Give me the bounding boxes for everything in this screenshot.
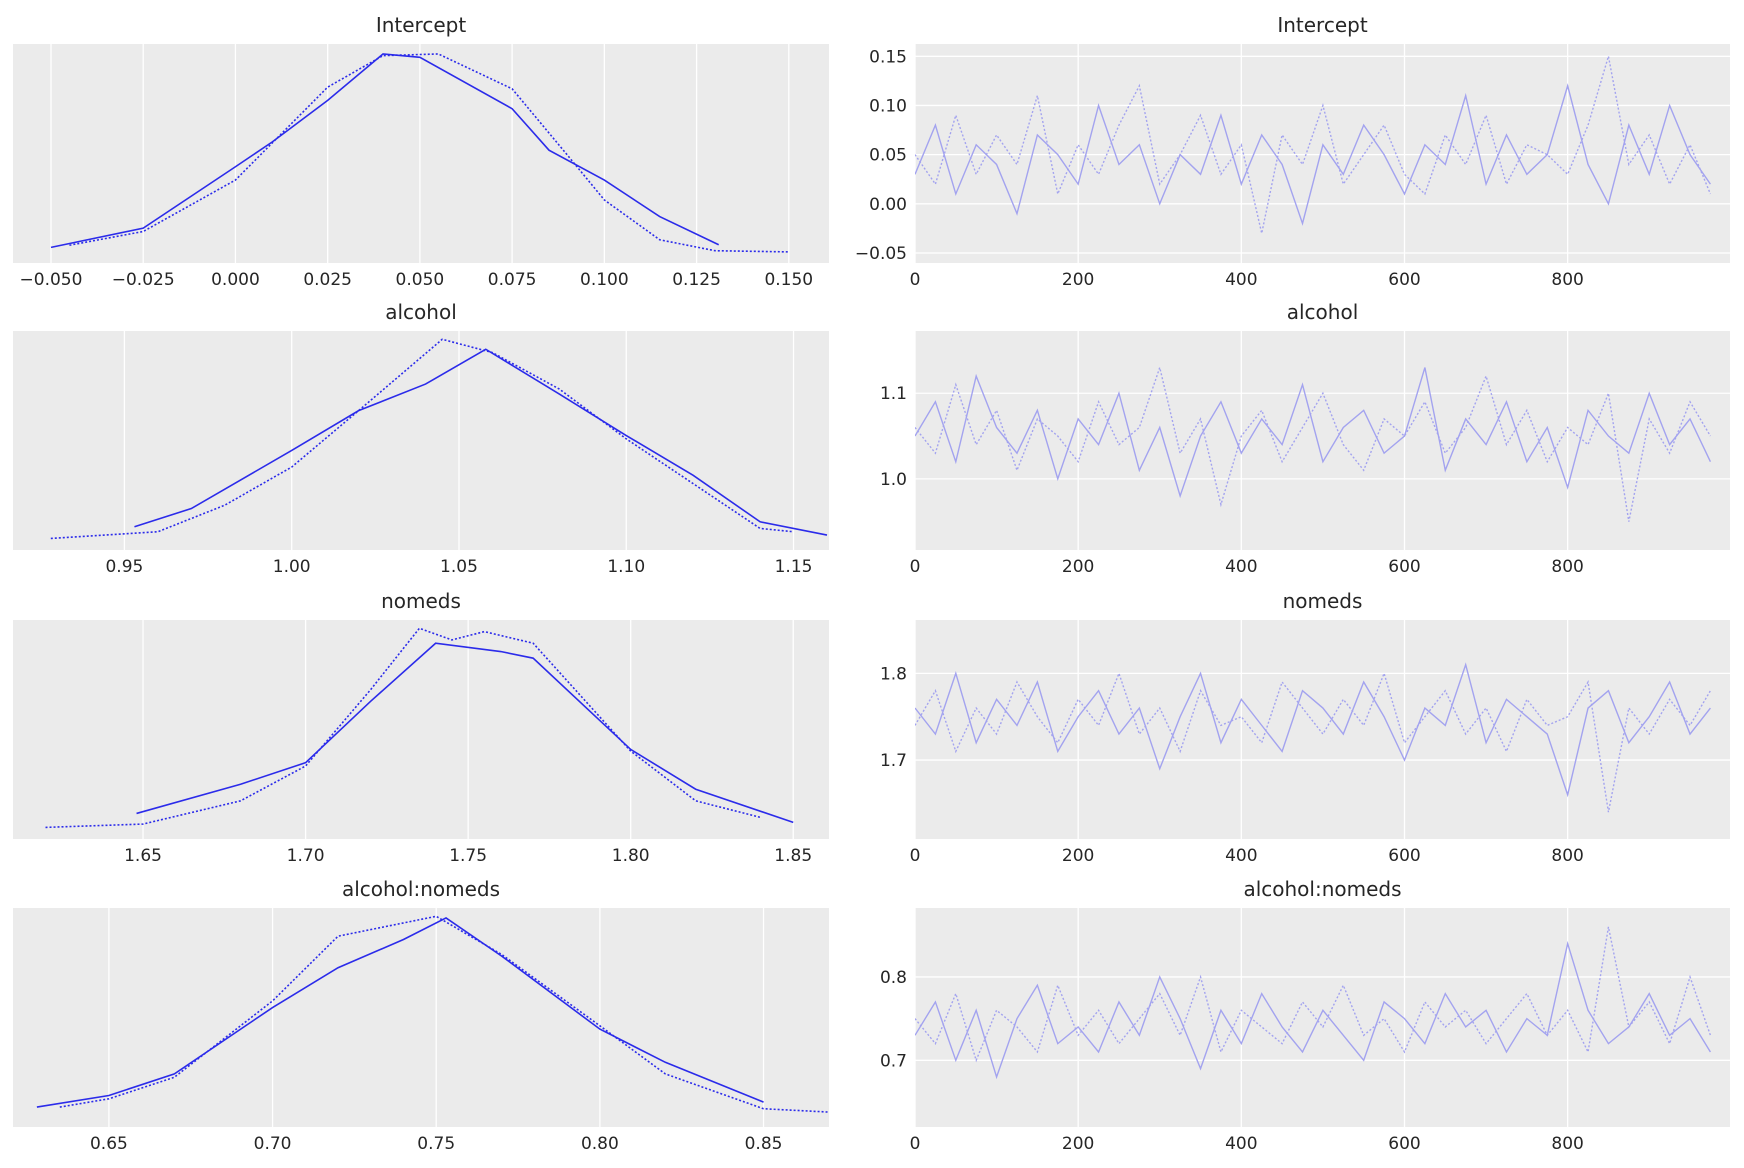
x-tick-label: 0.95 (105, 557, 143, 577)
x-tick-label: 200 (1062, 557, 1094, 577)
subplot-title: alcohol:nomeds (342, 877, 500, 901)
x-tick-label: 0.65 (90, 1134, 128, 1154)
plot-area (13, 908, 829, 1127)
x-tick-label: 400 (1225, 1134, 1257, 1154)
plot-area (915, 620, 1730, 839)
y-tick-label: 0.00 (869, 195, 907, 215)
x-tick-label: 1.00 (273, 557, 311, 577)
x-tick-label: 800 (1551, 270, 1583, 290)
x-tick-label: 600 (1388, 557, 1420, 577)
plot-area (13, 44, 829, 263)
x-tick-label: 0.075 (488, 270, 537, 290)
subplot: nomeds 1.65 1.70 1.75 1.80 1.85 (13, 589, 829, 866)
y-tick-label: 1.1 (880, 384, 907, 404)
series-line (45, 627, 761, 829)
subplot-title: alcohol (1287, 300, 1359, 324)
plot-area (915, 44, 1730, 263)
series-line (136, 642, 794, 824)
subplot-title: alcohol:nomeds (1243, 877, 1401, 901)
plot-area (915, 331, 1730, 550)
y-tick-label: 0.10 (869, 96, 907, 116)
x-tick-label: 1.65 (124, 846, 162, 866)
y-tick-label: 1.0 (880, 470, 907, 490)
x-tick-label: 1.85 (774, 846, 812, 866)
x-tick-label: 0.050 (396, 270, 445, 290)
x-tick-label: 1.15 (775, 557, 813, 577)
x-tick-label: 800 (1551, 846, 1583, 866)
x-tick-label: 600 (1388, 846, 1420, 866)
x-tick-label: 0.75 (417, 1134, 455, 1154)
subplot: alcohol 0 200 400 600 800 1.0 1.1 (880, 300, 1730, 577)
x-tick-label: 1.70 (287, 846, 325, 866)
x-tick-label: 0.100 (580, 270, 629, 290)
x-tick-label: 400 (1225, 846, 1257, 866)
subplot-title: alcohol (385, 300, 457, 324)
x-tick-label: 0.025 (303, 270, 352, 290)
x-tick-label: 0.80 (581, 1134, 619, 1154)
x-tick-label: 0 (910, 846, 921, 866)
subplot-title: nomeds (1283, 589, 1363, 613)
x-tick-label: 200 (1062, 846, 1094, 866)
subplot: Intercept 0 200 400 600 800 −0.05 0.00 0.05 0.10 0… (855, 13, 1730, 290)
x-tick-label: 200 (1062, 1134, 1094, 1154)
x-tick-label: 0 (910, 1134, 921, 1154)
x-tick-label: 1.10 (607, 557, 645, 577)
subplot: nomeds 0 200 400 600 800 1.7 1.8 (880, 589, 1730, 866)
x-tick-label: 0.000 (211, 270, 260, 290)
series-line (915, 940, 1712, 1080)
subplot-title: nomeds (381, 589, 461, 613)
y-tick-label: −0.05 (855, 244, 907, 264)
x-tick-label: −0.050 (20, 270, 83, 290)
x-tick-label: −0.025 (112, 270, 175, 290)
x-tick-label: 1.80 (612, 846, 650, 866)
subplot: alcohol:nomeds 0.65 0.70 0.75 0.80 0.85 (13, 877, 829, 1154)
subplot: alcohol 0.95 1.00 1.05 1.10 1.15 (13, 300, 829, 577)
subplot: alcohol:nomeds 0 200 400 600 800 0.7 0.8 (880, 877, 1730, 1154)
x-tick-label: 0.85 (745, 1134, 783, 1154)
y-tick-label: 0.7 (880, 1051, 907, 1071)
series-line (915, 926, 1712, 1063)
x-tick-label: 0 (910, 270, 921, 290)
x-tick-label: 200 (1062, 270, 1094, 290)
y-tick-label: 0.8 (880, 968, 907, 988)
series-line (36, 917, 764, 1108)
x-tick-label: 0.70 (254, 1134, 292, 1154)
series-line (915, 662, 1711, 798)
y-tick-label: 1.7 (880, 751, 907, 771)
x-tick-label: 800 (1551, 557, 1583, 577)
x-tick-label: 400 (1225, 270, 1257, 290)
y-tick-label: 0.05 (869, 146, 907, 166)
y-tick-label: 0.15 (869, 47, 907, 67)
x-tick-label: 600 (1388, 270, 1420, 290)
plot-area (13, 620, 829, 839)
series-line (915, 365, 1712, 522)
x-tick-label: 1.75 (449, 846, 487, 866)
y-tick-label: 1.8 (880, 664, 907, 684)
series-line (915, 367, 1712, 499)
subplot: Intercept −0.050 −0.025 0.000 0.025 0.050 0.07… (13, 13, 829, 290)
x-tick-label: 1.05 (440, 557, 478, 577)
x-tick-label: 800 (1551, 1134, 1583, 1154)
x-tick-label: 0.125 (672, 270, 721, 290)
subplot-title: Intercept (1277, 13, 1368, 37)
series-line (915, 671, 1712, 813)
x-tick-label: 0 (910, 557, 921, 577)
subplot-title: Intercept (376, 13, 467, 37)
series-line (134, 348, 828, 536)
x-tick-label: 400 (1225, 557, 1257, 577)
series-line (915, 56, 1712, 234)
x-tick-label: 0.150 (764, 270, 813, 290)
series-line (59, 915, 829, 1113)
plot-area (13, 331, 829, 550)
x-tick-label: 600 (1388, 1134, 1420, 1154)
plot-area (915, 908, 1730, 1127)
